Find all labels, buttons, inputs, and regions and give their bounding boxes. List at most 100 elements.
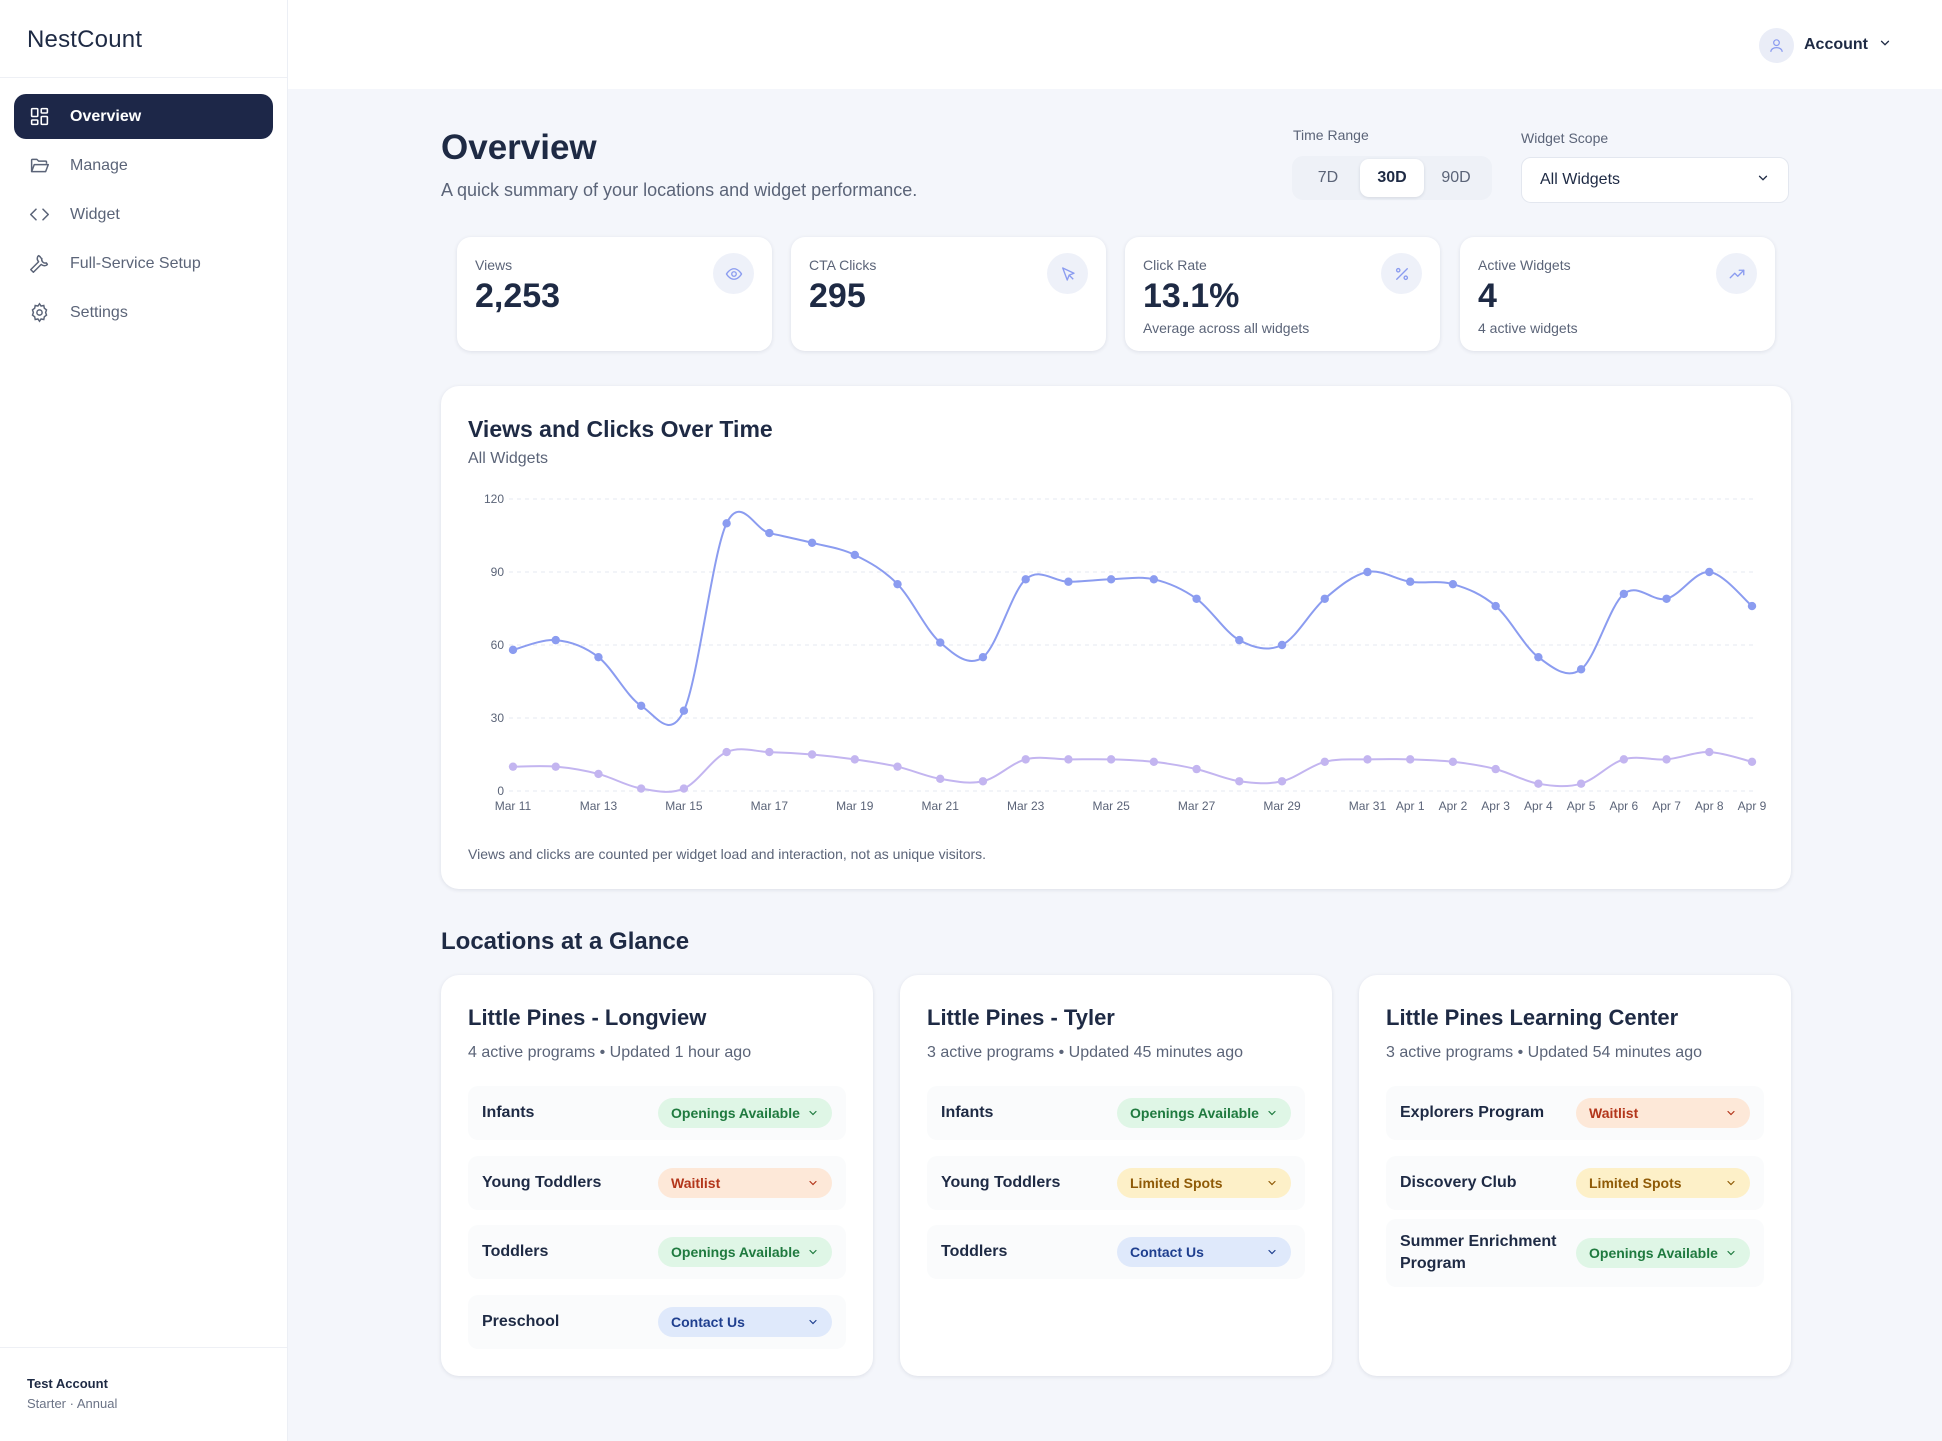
views-data-point	[1662, 594, 1671, 603]
clicks-data-point	[1235, 777, 1244, 786]
clicks-series-line	[512, 748, 1753, 793]
locations-heading: Locations at a Glance	[441, 928, 690, 955]
clicks-data-point	[1363, 755, 1372, 764]
status-dropdown[interactable]: Waitlist	[658, 1168, 832, 1198]
location-title[interactable]: Little Pines - Tyler	[927, 1005, 1115, 1030]
y-tick-label: 90	[491, 565, 505, 579]
views-data-point	[765, 528, 774, 538]
status-label: Openings Available	[671, 1105, 800, 1121]
views-data-point	[1406, 577, 1415, 586]
clicks-data-point	[936, 774, 945, 784]
clicks-data-point	[1491, 764, 1500, 774]
clicks-data-point	[978, 777, 988, 786]
views-clicks-line-chart: 0 30 60 90 120 Mar 11 Mar 13 Mar 15 Mar 17 Mar 19…	[484, 492, 1767, 813]
program-row: Toddlers Contact Us	[927, 1225, 1305, 1279]
clicks-data-point	[551, 762, 560, 771]
account-footer[interactable]: Test Account Starter · Annual	[0, 1347, 287, 1441]
topbar: Account	[288, 0, 1942, 89]
eye-icon	[713, 253, 754, 294]
clicks-data-point	[1662, 755, 1671, 764]
x-tick-label: Mar 21	[922, 799, 960, 813]
views-data-point	[1705, 567, 1714, 577]
views-data-point	[1149, 575, 1159, 584]
status-dropdown[interactable]: Contact Us	[658, 1307, 832, 1337]
chevron-down-icon	[809, 1180, 817, 1186]
x-tick-label: Mar 27	[1178, 799, 1216, 813]
status-dropdown[interactable]: Openings Available	[1576, 1238, 1750, 1268]
sidebar-item-manage[interactable]: Manage	[14, 143, 273, 188]
chevron-down-icon	[809, 1110, 817, 1116]
status-dropdown[interactable]: Limited Spots	[1117, 1168, 1291, 1198]
location-meta: 3 active programs • Updated 54 minutes a…	[1386, 1044, 1702, 1061]
kpi-value: 13.1%	[1143, 277, 1240, 315]
status-dropdown[interactable]: Openings Available	[658, 1098, 832, 1128]
status-label: Waitlist	[671, 1175, 721, 1191]
status-label: Contact Us	[1130, 1244, 1204, 1260]
location-card-tyler: Little Pines - Tyler 3 active programs •…	[900, 975, 1332, 1376]
sidebar-item-widget[interactable]: Widget	[14, 192, 273, 237]
status-dropdown[interactable]: Waitlist	[1576, 1098, 1750, 1128]
time-range-90d[interactable]: 90D	[1441, 169, 1471, 186]
views-data-point	[1534, 652, 1543, 662]
status-dropdown[interactable]: Contact Us	[1117, 1237, 1291, 1267]
widget-scope-select[interactable]: All Widgets	[1521, 157, 1789, 203]
time-range-7d[interactable]: 7D	[1317, 169, 1339, 186]
status-label: Waitlist	[1589, 1105, 1639, 1121]
clicks-data-point	[1576, 779, 1586, 788]
x-tick-label: Mar 25	[1092, 799, 1130, 813]
kpi-card-click-rate: Click Rate 13.1% Average across all widg…	[1125, 237, 1440, 351]
chevron-down-icon	[1756, 171, 1770, 190]
brand-logo[interactable]: NestCount	[0, 0, 287, 78]
sidebar-item-label: Manage	[70, 156, 128, 174]
x-tick-label: Mar 23	[1007, 799, 1045, 813]
x-tick-label: Mar 13	[580, 799, 618, 813]
sidebar-item-label: Widget	[70, 205, 120, 223]
status-label: Limited Spots	[1589, 1175, 1682, 1191]
sidebar-item-label: Overview	[70, 107, 142, 125]
y-tick-label: 0	[497, 784, 504, 798]
chevron-down-icon	[1727, 1110, 1735, 1116]
views-data-point	[679, 706, 689, 715]
sidebar-item-settings[interactable]: Settings	[14, 290, 273, 335]
clicks-data-point	[594, 769, 603, 779]
views-data-point	[551, 635, 560, 645]
clicks-data-point	[893, 762, 902, 771]
account-menu-button[interactable]: Account	[1759, 27, 1892, 63]
cursor-icon	[1047, 253, 1088, 294]
x-tick-label: Apr 5	[1567, 799, 1596, 813]
kpi-note: 4 active widgets	[1478, 320, 1578, 336]
clicks-data-point	[1106, 755, 1116, 764]
status-dropdown[interactable]: Openings Available	[658, 1237, 832, 1267]
clicks-data-point	[850, 755, 859, 764]
chevron-down-icon	[1268, 1180, 1276, 1186]
status-dropdown[interactable]: Openings Available	[1117, 1098, 1291, 1128]
views-data-point	[893, 579, 902, 589]
program-row: Summer Enrichment Program Openings Avail…	[1386, 1219, 1764, 1287]
chevron-down-icon	[809, 1249, 817, 1255]
views-data-point	[1106, 575, 1116, 584]
kpi-label: Active Widgets	[1478, 257, 1571, 273]
kpi-value: 295	[809, 277, 866, 315]
x-tick-label: Apr 7	[1652, 799, 1681, 813]
status-dropdown[interactable]: Limited Spots	[1576, 1168, 1750, 1198]
location-title[interactable]: Little Pines Learning Center	[1386, 1005, 1679, 1030]
clicks-data-point	[1705, 747, 1714, 757]
sidebar-item-label: Full-Service Setup	[70, 254, 201, 272]
sidebar-item-overview[interactable]: Overview	[14, 94, 273, 139]
program-name: Young Toddlers	[941, 1174, 1061, 1191]
program-name: Toddlers	[482, 1243, 549, 1260]
clicks-data-point	[1448, 757, 1458, 766]
kpi-label: Views	[475, 257, 513, 273]
program-name: Young Toddlers	[482, 1174, 602, 1191]
chart-footnote: Views and clicks are counted per widget …	[468, 846, 987, 862]
x-tick-label: Mar 31	[1349, 799, 1387, 813]
program-row: Young Toddlers Limited Spots	[927, 1156, 1305, 1210]
views-data-point	[1363, 567, 1372, 577]
location-title[interactable]: Little Pines - Longview	[468, 1005, 707, 1030]
sidebar-item-full-service-setup[interactable]: Full-Service Setup	[14, 241, 273, 286]
kpi-card-cta-clicks: CTA Clicks 295	[791, 237, 1106, 351]
time-range-30d[interactable]: 30D	[1360, 159, 1424, 197]
chevron-down-icon	[1878, 36, 1892, 55]
views-data-point	[807, 538, 817, 547]
views-data-point	[1448, 579, 1458, 589]
